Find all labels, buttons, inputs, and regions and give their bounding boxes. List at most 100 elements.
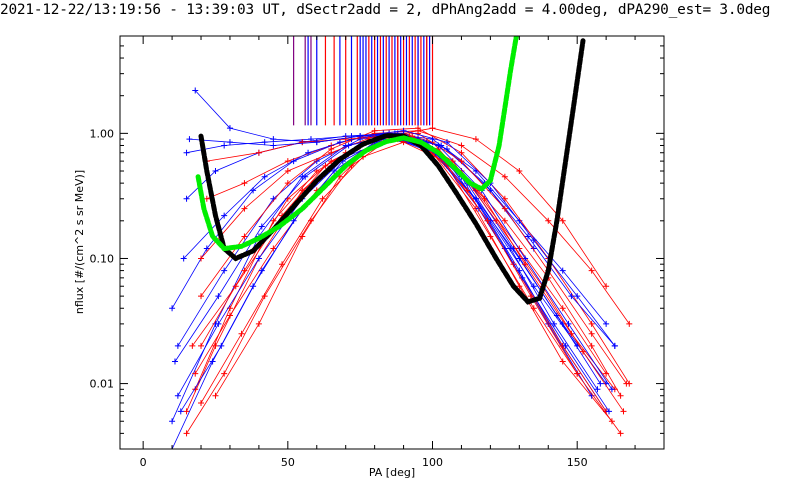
blue-marker-8-10 [608,386,615,393]
blue-marker-9-4 [345,142,352,149]
red-marker-11-1 [238,330,245,337]
red-spectrum-9 [206,127,607,287]
blue-marker-8-1 [221,212,228,219]
spectra-layer [169,36,633,449]
red-marker-6-8 [530,305,537,312]
red-marker-7-3 [328,149,335,156]
red-marker-1-0 [198,342,205,349]
blue-marker-8-3 [305,149,312,156]
blue-marker-4-0 [192,87,199,94]
blue-marker-3-1 [203,245,210,252]
red-marker-9-3 [342,136,349,143]
red-marker-7-7 [501,205,508,212]
axis-layer: 0 50 100 150 0.01 0.10 1.00 [90,36,664,469]
x-axis-label: PA [deg] [369,466,415,479]
blue-marker-11-8 [507,245,514,252]
blue-marker-10-10 [611,342,618,349]
blue-marker-10-6 [443,139,450,146]
red-marker-11-9 [574,370,581,377]
y-tick-label-1: 0.10 [90,252,115,265]
red-marker-3-2 [284,180,291,187]
plot-frame [119,35,665,450]
blue-marker-4-2 [270,136,277,143]
blue-marker-6-3 [307,136,314,143]
red-marker-0-8 [501,217,508,224]
red-marker-10-3 [322,162,329,169]
blue-marker-2-0 [183,195,190,202]
red-marker-4-6 [458,142,465,149]
blue-marker-1-1 [221,267,228,274]
red-marker-8-0 [183,430,190,437]
red-marker-3-0 [198,293,205,300]
blue-marker-9-3 [302,173,309,180]
red-marker-2-9 [559,358,566,365]
red-marker-0-3 [313,168,320,175]
red-marker-4-2 [284,158,291,165]
blue-marker-10-5 [400,127,407,134]
blue-marker-5-1 [215,320,222,327]
red-marker-7-9 [588,330,595,337]
red-marker-9-6 [472,136,479,143]
blue-marker-9-9 [562,342,569,349]
red-marker-7-5 [415,130,422,137]
red-marker-7-2 [284,168,291,175]
red-marker-3-6 [458,149,465,156]
red-marker-6-0 [212,392,219,399]
blue-marker-3-0 [169,305,176,312]
red-marker-3-9 [588,320,595,327]
blue-marker-2-10 [603,320,610,327]
red-marker-9-7 [516,168,523,175]
blue-marker-3-10 [597,380,604,387]
red-marker-11-3 [319,195,326,202]
red-marker-9-8 [559,217,566,224]
red-marker-7-1 [241,205,248,212]
blue-spectrum-2 [186,132,607,325]
red-marker-3-7 [501,195,508,202]
red-marker-5-1 [226,312,233,319]
blue-marker-9-10 [606,408,613,415]
blue-marker-6-9 [568,293,575,300]
blue-marker-11-1 [218,342,225,349]
red-marker-10-10 [620,408,627,415]
red-marker-1-8 [516,245,523,252]
red-marker-9-2 [299,139,306,146]
blue-marker-5-0 [174,392,181,399]
fit-layer [195,36,586,305]
red-spectrum-11 [200,141,621,434]
red-marker-4-0 [203,195,210,202]
red-marker-6-7 [487,233,494,240]
blue-marker-4-1 [226,125,233,132]
red-marker-2-0 [183,408,190,415]
red-marker-10-1 [232,283,239,290]
blue-marker-8-9 [565,320,572,327]
red-marker-4-7 [501,173,508,180]
x-tick-label-3: 150 [567,456,588,469]
red-marker-11-8 [527,293,534,300]
blue-marker-7-3 [290,217,297,224]
red-marker-3-1 [241,233,248,240]
blue-marker-9-0 [171,358,178,365]
blue-marker-8-0 [180,255,187,262]
x-tick-label-1: 50 [281,456,295,469]
red-marker-9-5 [429,125,436,132]
blue-marker-6-8 [525,233,531,240]
blue-marker-6-1 [221,142,228,149]
blue-marker-9-1 [215,293,222,300]
blue-marker-0-0 [169,418,176,425]
red-marker-11-2 [279,261,286,268]
blue-marker-11-9 [551,320,558,327]
red-marker-0-11 [617,392,624,399]
red-marker-7-10 [623,380,630,387]
blue-marker-11-2 [258,267,265,274]
blue-marker-5-2 [255,255,262,262]
red-marker-10-0 [189,342,196,349]
red-marker-8-1 [221,370,228,377]
red-marker-6-1 [255,320,262,327]
blue-marker-10-1 [226,139,233,146]
blue-marker-2-1 [212,168,219,175]
y-tick-label-0: 0.01 [90,378,115,391]
blue-marker-1-0 [174,342,181,349]
red-marker-7-0 [198,255,205,262]
blue-marker-10-9 [574,293,581,300]
